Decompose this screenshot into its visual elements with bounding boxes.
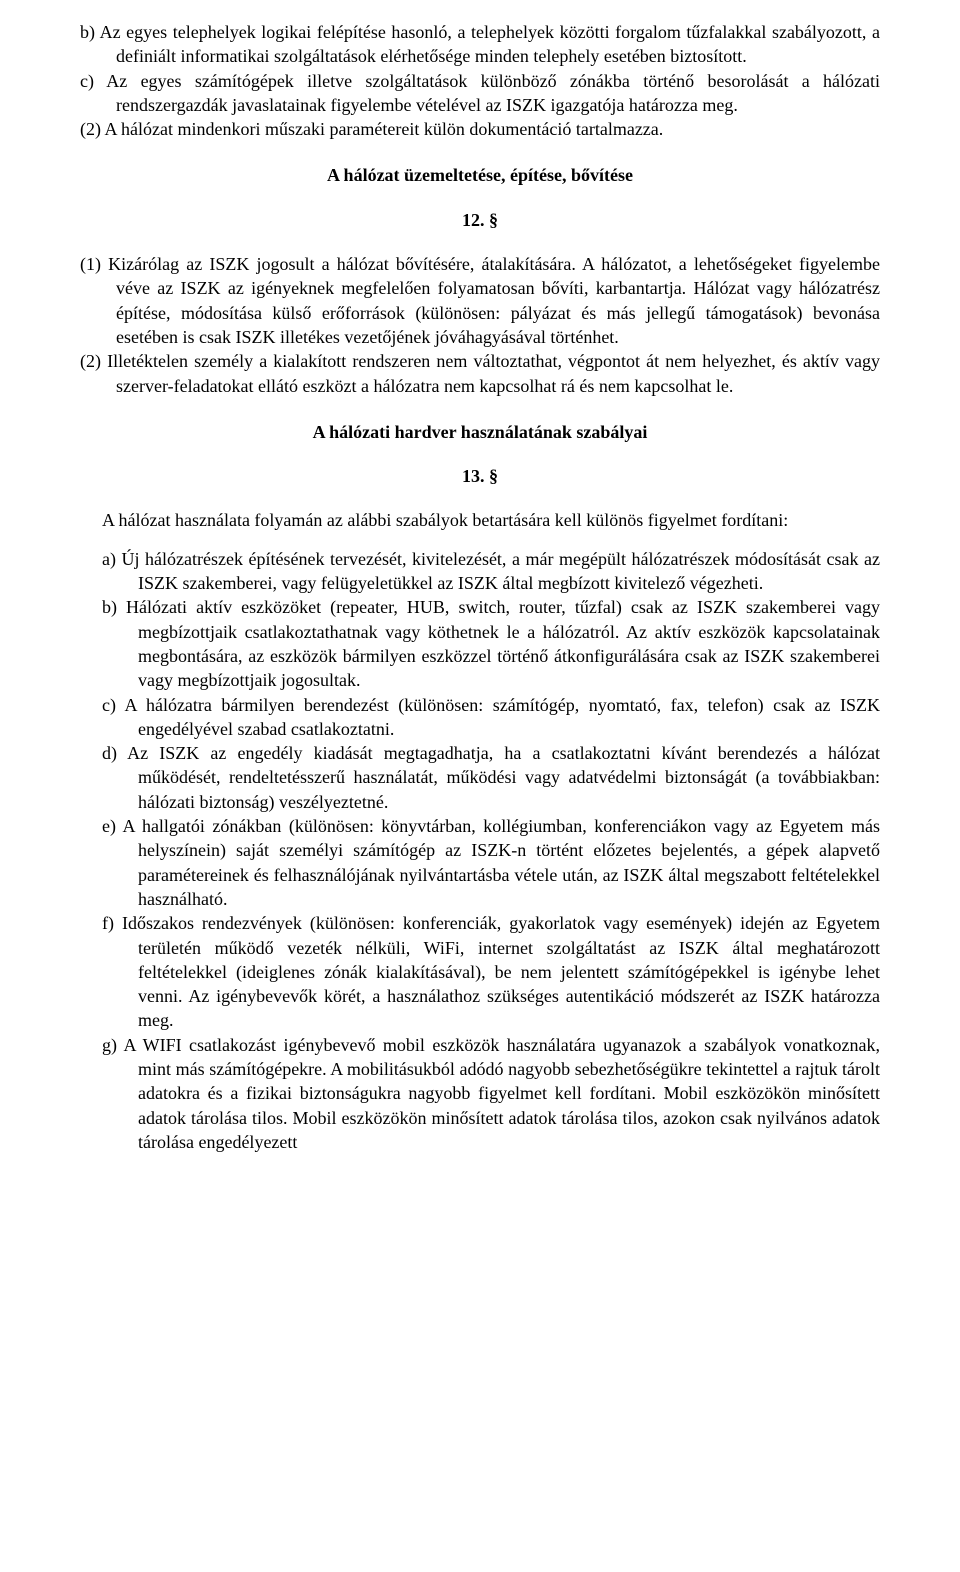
s12-num: 12. §: [80, 208, 880, 232]
s11-item-b: b) Az egyes telephelyek logikai felépíté…: [80, 20, 880, 69]
s13-a: a) Új hálózatrészek építésének tervezésé…: [80, 547, 880, 596]
s13-c: c) A hálózatra bármilyen berendezést (kü…: [80, 693, 880, 742]
s12-para1: (1) Kizárólag az ISZK jogosult a hálózat…: [80, 252, 880, 349]
s13-e: e) A hallgatói zónákban (különösen: köny…: [80, 814, 880, 911]
s13-b: b) Hálózati aktív eszközöket (repeater, …: [80, 595, 880, 692]
s13-intro: A hálózat használata folyamán az alábbi …: [80, 508, 880, 532]
s13-title: A hálózati hardver használatának szabály…: [80, 420, 880, 444]
s13-d: d) Az ISZK az engedély kiadását megtagad…: [80, 741, 880, 814]
s12-title: A hálózat üzemeltetése, építése, bővítés…: [80, 163, 880, 187]
s13-g: g) A WIFI csatlakozást igénybevevő mobil…: [80, 1033, 880, 1154]
s12-para2: (2) Illetéktelen személy a kialakított r…: [80, 349, 880, 398]
s11-item-c: c) Az egyes számítógépek illetve szolgál…: [80, 69, 880, 118]
s13-f: f) Időszakos rendezvények (különösen: ko…: [80, 911, 880, 1032]
s11-para2: (2) A hálózat mindenkori műszaki paramét…: [80, 117, 880, 141]
s13-num: 13. §: [80, 464, 880, 488]
